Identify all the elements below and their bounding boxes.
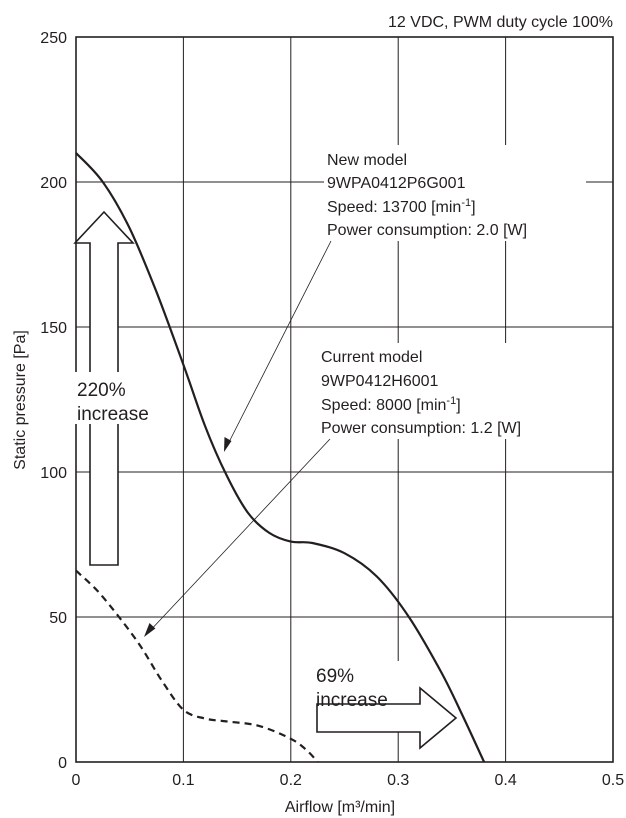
- new-model-curve: [75, 152, 486, 763]
- y-axis-label: Static pressure [Pa]: [12, 330, 29, 470]
- y-tick-label: 250: [40, 30, 67, 47]
- current-model-speed-text: Speed: 8000 [min: [321, 397, 446, 414]
- y-tick-label: 0: [58, 755, 67, 772]
- current-model-curve: [75, 569, 319, 763]
- x-tick-label: 0.2: [280, 772, 302, 789]
- chart-subtitle: 12 VDC, PWM duty cycle 100%: [388, 14, 613, 31]
- x-tick-labels: 0 0.1 0.2 0.3 0.4 0.5: [72, 772, 625, 789]
- x-tick-label: 0.1: [172, 772, 194, 789]
- new-model-speed-end: ]: [471, 199, 475, 216]
- airflow-callout-value: 69%: [316, 666, 354, 687]
- y-tick-label: 50: [49, 610, 67, 627]
- current-model-pointer-head: [144, 623, 156, 637]
- new-model-speed: Speed: 13700 [min-1]: [327, 197, 476, 216]
- current-model-speed-superscript: -1: [446, 395, 456, 407]
- y-tick-label: 100: [40, 465, 67, 482]
- x-tick-label: 0.5: [602, 772, 624, 789]
- current-model-speed: Speed: 8000 [min-1]: [321, 395, 461, 414]
- x-tick-label: 0: [72, 772, 81, 789]
- new-model-label: New model: [327, 152, 407, 169]
- pressure-callout-bg: [74, 372, 158, 424]
- x-tick-label: 0.4: [494, 772, 516, 789]
- current-model-part-number: 9WP0412H6001: [321, 373, 439, 390]
- current-model-label: Current model: [321, 349, 422, 366]
- current-model-pointer-line: [146, 438, 331, 635]
- new-model-speed-superscript: -1: [461, 197, 471, 209]
- airflow-callout-label: increase: [316, 690, 388, 711]
- y-tick-label: 200: [40, 175, 67, 192]
- new-model-power: Power consumption: 2.0 [W]: [327, 222, 527, 239]
- series-lines: [75, 152, 486, 763]
- x-tick-label: 0.3: [387, 772, 409, 789]
- x-axis-label: Airflow [m³/min]: [285, 799, 395, 816]
- y-tick-labels: 0 50 100 150 200 250: [40, 30, 67, 772]
- new-model-speed-text: Speed: 13700 [min: [327, 199, 461, 216]
- current-model-power: Power consumption: 1.2 [W]: [321, 420, 521, 437]
- new-model-pointer-line: [225, 240, 332, 449]
- pressure-callout-value: 220%: [77, 380, 126, 401]
- current-model-label-bg: [318, 343, 580, 439]
- new-model-label-bg: [324, 145, 586, 241]
- new-model-pointer-head: [224, 437, 232, 452]
- airflow-increase-arrow: [316, 686, 458, 750]
- pressure-callout-label: increase: [77, 404, 149, 425]
- new-model-part-number: 9WPA0412P6G001: [327, 175, 466, 192]
- y-tick-label: 150: [40, 320, 67, 337]
- current-model-speed-end: ]: [456, 397, 460, 414]
